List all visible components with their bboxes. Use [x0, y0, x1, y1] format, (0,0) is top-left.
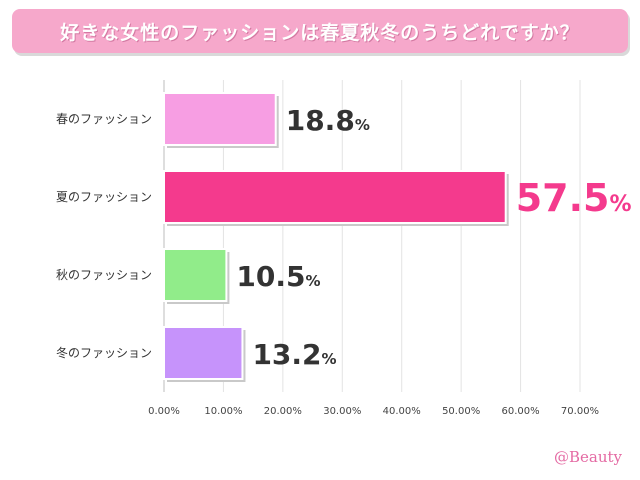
value-label: 18.8% — [286, 104, 370, 137]
value-label: 57.5% — [516, 176, 632, 220]
bar — [163, 326, 244, 380]
category-label: 春のファッション — [56, 112, 152, 126]
x-tick-label: 70.00% — [561, 406, 599, 417]
category-label: 冬のファッション — [56, 345, 152, 360]
watermark: @Beauty — [553, 448, 622, 466]
value-unit: % — [322, 350, 337, 368]
x-tick-label: 20.00% — [264, 406, 302, 417]
value-unit: % — [609, 192, 631, 217]
chart-title: 好きな女性のファッションは春夏秋冬のうちどれですか？ — [12, 9, 628, 53]
category-label: 秋のファッション — [56, 268, 152, 282]
x-tick-label: 50.00% — [442, 406, 480, 417]
value-label: 13.2% — [252, 338, 336, 371]
bar — [163, 248, 228, 302]
x-tick-label: 40.00% — [383, 406, 421, 417]
value-unit: % — [355, 116, 370, 134]
category-label: 夏のファッション — [56, 190, 152, 204]
bar — [163, 92, 277, 146]
x-tick-label: 0.00% — [148, 406, 180, 417]
x-tick-label: 10.00% — [204, 406, 242, 417]
x-tick-label: 60.00% — [502, 406, 540, 417]
x-tick-label: 30.00% — [323, 406, 361, 417]
bar — [163, 170, 507, 224]
value-unit: % — [305, 272, 320, 290]
value-label: 10.5% — [236, 260, 320, 293]
